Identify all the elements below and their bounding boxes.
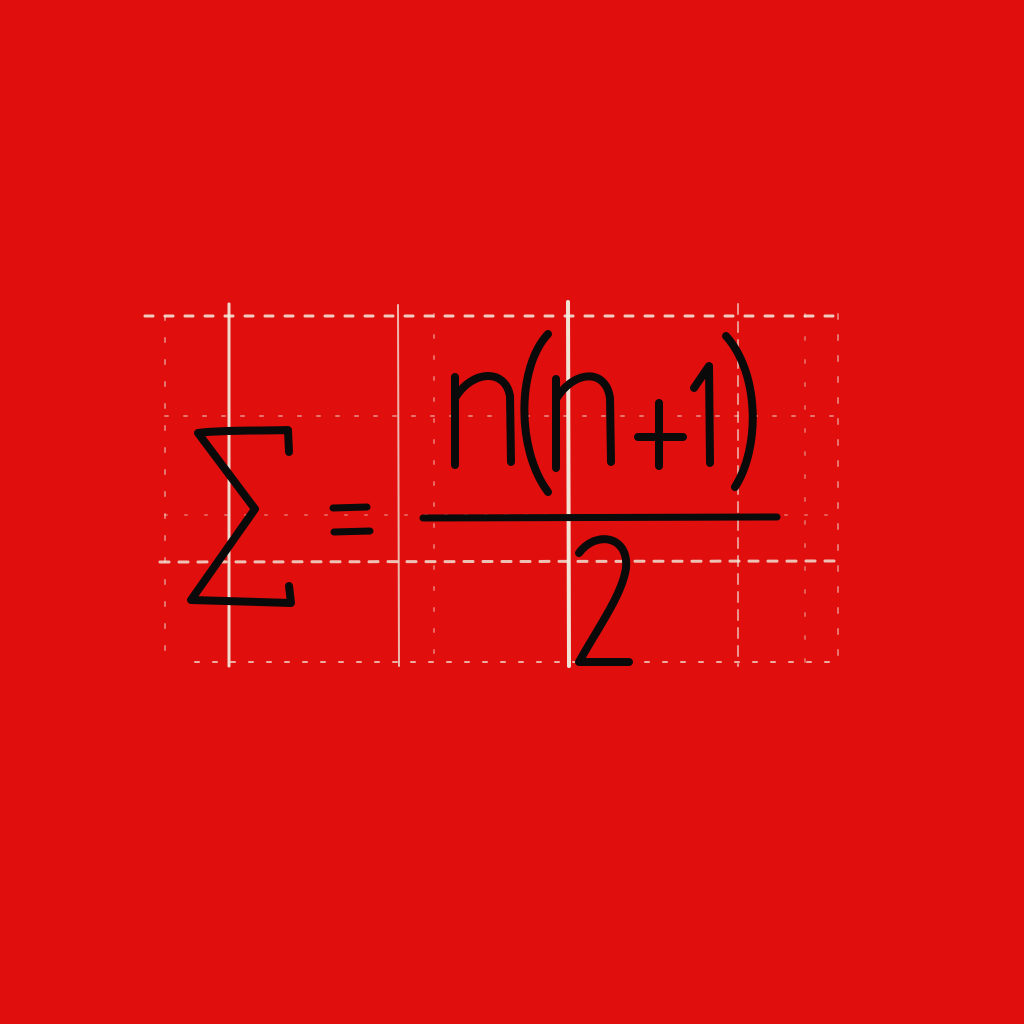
numerator-n-2 (552, 372, 615, 472)
grid-line-middle (158, 559, 844, 564)
grid-vertical-3 (566, 300, 571, 668)
numerator-right-parenthesis (722, 332, 757, 491)
grid-vertical-2 (397, 304, 400, 667)
numerator-left-parenthesis (520, 330, 552, 496)
equals-sign (329, 503, 374, 536)
fraction-bar (419, 513, 781, 522)
denominator-two (575, 535, 633, 666)
handwritten-equation (187, 330, 781, 666)
plus-sign (634, 399, 687, 470)
numeral-one (690, 362, 714, 467)
numerator-n-1 (451, 372, 515, 469)
sigma-symbol (187, 426, 295, 607)
